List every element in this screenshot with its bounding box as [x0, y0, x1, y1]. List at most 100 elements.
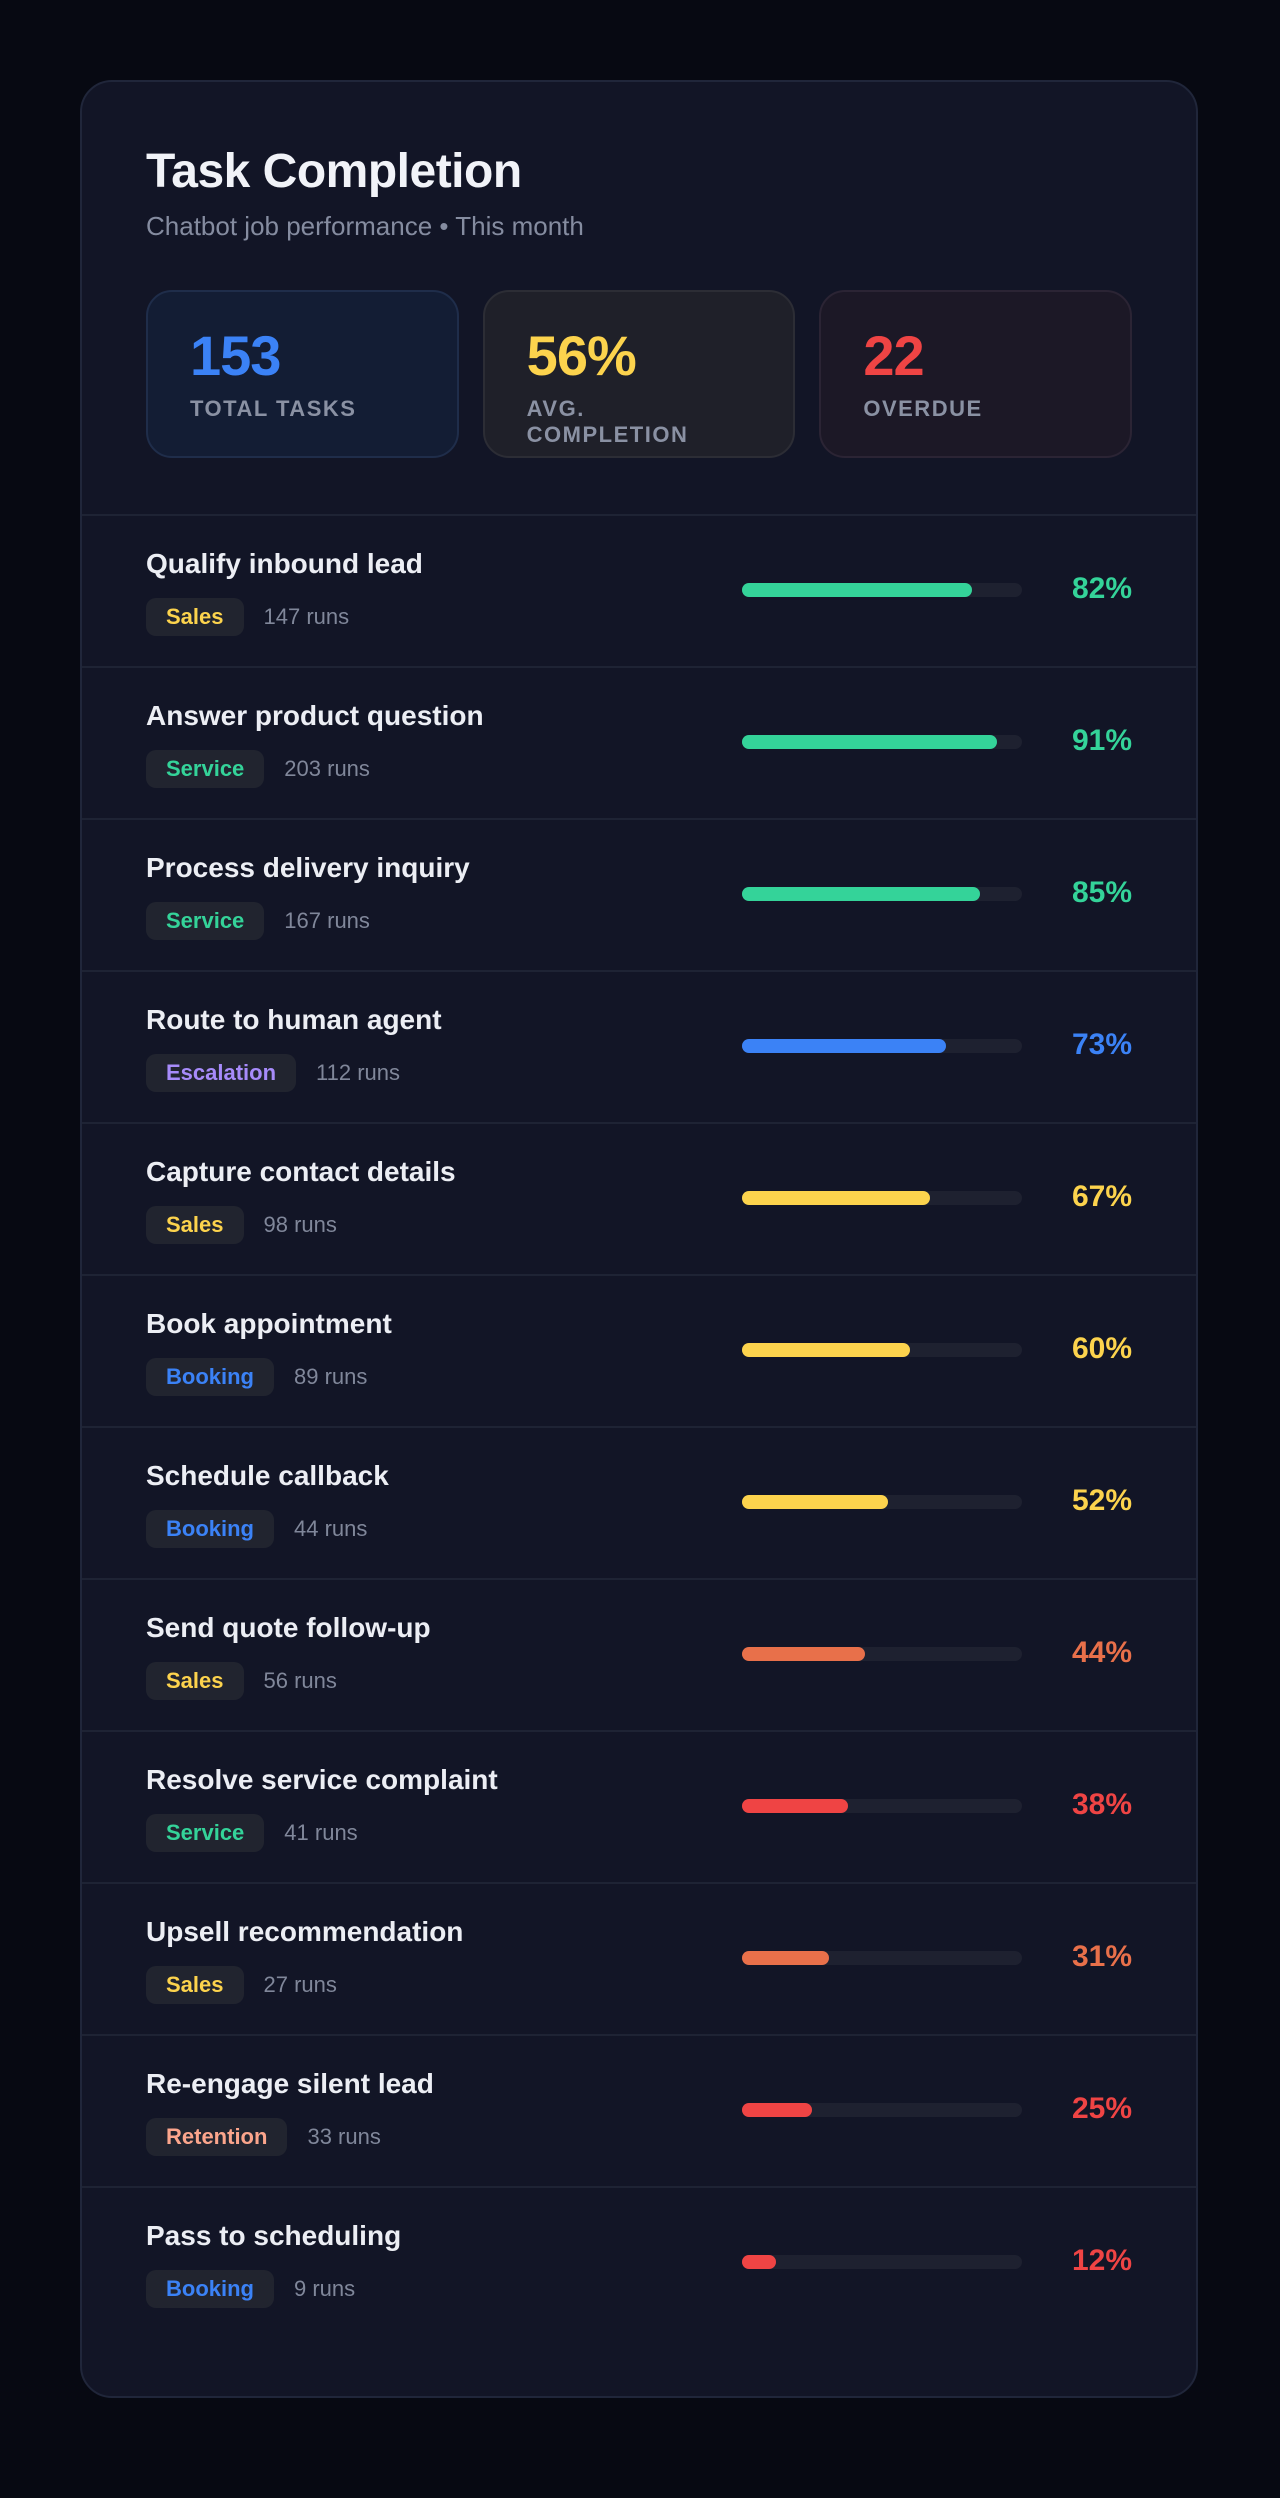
task-meta: Booking 44 runs [146, 1510, 367, 1548]
category-tag: Sales [146, 598, 244, 636]
run-count: 27 runs [263, 1972, 337, 1997]
progress-bar-fill [742, 2255, 776, 2269]
category-tag: Sales [146, 1966, 244, 2004]
progress-bar-track [742, 1495, 1022, 1509]
table-row[interactable]: Schedule callback Booking 44 runs 52% [82, 1426, 1196, 1578]
progress-bar-track [742, 1951, 1022, 1965]
category-tag: Sales [146, 1206, 244, 1244]
stat-label: OVERDUE [863, 395, 983, 421]
category-tag: Booking [146, 2270, 274, 2308]
task-meta: Escalation 112 runs [146, 1054, 400, 1092]
stat-label: AVG. COMPLETION [526, 395, 689, 447]
task-name: Answer product question [146, 700, 484, 731]
task-completion-card: Task Completion Chatbot job performance … [80, 80, 1198, 2398]
run-count: 112 runs [316, 1060, 401, 1085]
task-name: Capture contact details [146, 1156, 456, 1187]
run-count: 98 runs [263, 1212, 337, 1237]
completion-percent: 67% [1071, 1180, 1132, 1213]
progress-bar-fill [742, 1799, 849, 1813]
run-count: 41 runs [284, 1820, 358, 1845]
stats-row: 153 TOTAL TASKS 56% AVG. COMPLETION 22 O… [146, 289, 1133, 458]
task-meta: Sales 27 runs [146, 1966, 337, 2004]
page-subtitle: Chatbot job performance • This month [146, 210, 584, 241]
task-meta: Sales 147 runs [146, 598, 349, 636]
table-row[interactable]: Re-engage silent lead Retention 33 runs 25% [82, 2034, 1196, 2186]
category-tag: Escalation [146, 1054, 297, 1092]
table-row[interactable]: Answer product question Service 203 runs 91… [82, 666, 1196, 818]
completion-percent: 85% [1071, 876, 1132, 909]
completion-percent: 38% [1071, 1788, 1132, 1821]
task-name: Book appointment [146, 1308, 392, 1339]
run-count: 56 runs [263, 1668, 337, 1693]
table-row[interactable]: Resolve service complaint Service 41 runs 3… [82, 1730, 1196, 1882]
table-row[interactable]: Upsell recommendation Sales 27 runs 31% [82, 1882, 1196, 2034]
stat-overdue: 22 OVERDUE [819, 289, 1133, 458]
progress-bar-fill [742, 2103, 812, 2117]
task-meta: Sales 98 runs [146, 1206, 337, 1244]
category-tag: Retention [146, 2118, 288, 2156]
completion-percent: 91% [1071, 724, 1132, 757]
progress-bar-fill [742, 1495, 888, 1509]
progress-bar-track [742, 2103, 1022, 2117]
table-row[interactable]: Pass to scheduling Booking 9 runs 12% [82, 2186, 1196, 2338]
completion-percent: 60% [1071, 1332, 1132, 1365]
run-count: 147 runs [263, 604, 350, 629]
stat-value: 153 [190, 323, 281, 387]
category-tag: Sales [146, 1662, 244, 1700]
table-row[interactable]: Send quote follow-up Sales 56 runs 44% [82, 1578, 1196, 1730]
task-meta: Service 167 runs [146, 902, 370, 940]
stat-value: 22 [863, 323, 924, 387]
category-tag: Booking [146, 1510, 274, 1548]
task-meta: Service 41 runs [146, 1814, 358, 1852]
task-name: Schedule callback [146, 1460, 389, 1491]
progress-bar-fill [742, 735, 997, 749]
table-row[interactable]: Capture contact details Sales 98 runs 67% [82, 1122, 1196, 1274]
stat-value: 56% [526, 323, 637, 387]
completion-percent: 25% [1071, 2092, 1132, 2125]
completion-percent: 12% [1071, 2244, 1132, 2277]
progress-bar-track [742, 583, 1022, 597]
category-tag: Booking [146, 1358, 274, 1396]
progress-bar-track [742, 2255, 1022, 2269]
completion-percent: 44% [1071, 1636, 1132, 1669]
task-name: Send quote follow-up [146, 1612, 431, 1643]
task-meta: Sales 56 runs [146, 1662, 337, 1700]
task-name: Process delivery inquiry [146, 852, 470, 883]
task-name: Pass to scheduling [146, 2220, 402, 2251]
task-name: Re-engage silent lead [146, 2068, 434, 2099]
progress-bar-fill [742, 1647, 866, 1661]
category-tag: Service [146, 1814, 265, 1852]
task-name: Resolve service complaint [146, 1764, 498, 1795]
category-tag: Service [146, 902, 265, 940]
run-count: 33 runs [307, 2124, 381, 2149]
task-meta: Retention 33 runs [146, 2118, 381, 2156]
run-count: 167 runs [284, 908, 370, 933]
progress-bar-fill [742, 1343, 910, 1357]
run-count: 203 runs [284, 756, 370, 781]
progress-bar-track [742, 1343, 1022, 1357]
progress-bar-track [742, 735, 1022, 749]
run-count: 44 runs [294, 1516, 368, 1541]
table-row[interactable]: Process delivery inquiry Service 167 runs 8… [82, 818, 1196, 970]
progress-bar-fill [742, 1951, 829, 1965]
progress-bar-track [742, 1799, 1022, 1813]
completion-percent: 52% [1071, 1484, 1132, 1517]
progress-bar-track [742, 887, 1022, 901]
category-tag: Service [146, 750, 265, 788]
task-name: Route to human agent [146, 1004, 442, 1035]
completion-percent: 82% [1071, 572, 1132, 605]
table-row[interactable]: Qualify inbound lead Sales 147 runs 82% [82, 514, 1196, 666]
task-meta: Booking 9 runs [146, 2270, 355, 2308]
progress-bar-fill [742, 887, 980, 901]
progress-bar-track [742, 1647, 1022, 1661]
card-header: Task Completion Chatbot job performance … [82, 82, 1196, 458]
run-count: 9 runs [294, 2276, 356, 2301]
run-count: 89 runs [294, 1364, 368, 1389]
progress-bar-track [742, 1191, 1022, 1205]
stat-avg-completion: 56% AVG. COMPLETION [482, 289, 796, 458]
stat-total-tasks: 153 TOTAL TASKS [146, 289, 459, 458]
table-row[interactable]: Route to human agent Escalation 112 runs 73… [82, 970, 1196, 1122]
progress-bar-fill [742, 1039, 947, 1053]
task-list: Qualify inbound lead Sales 147 runs 82% Answ… [82, 514, 1196, 2338]
table-row[interactable]: Book appointment Booking 89 runs 60% [82, 1274, 1196, 1426]
